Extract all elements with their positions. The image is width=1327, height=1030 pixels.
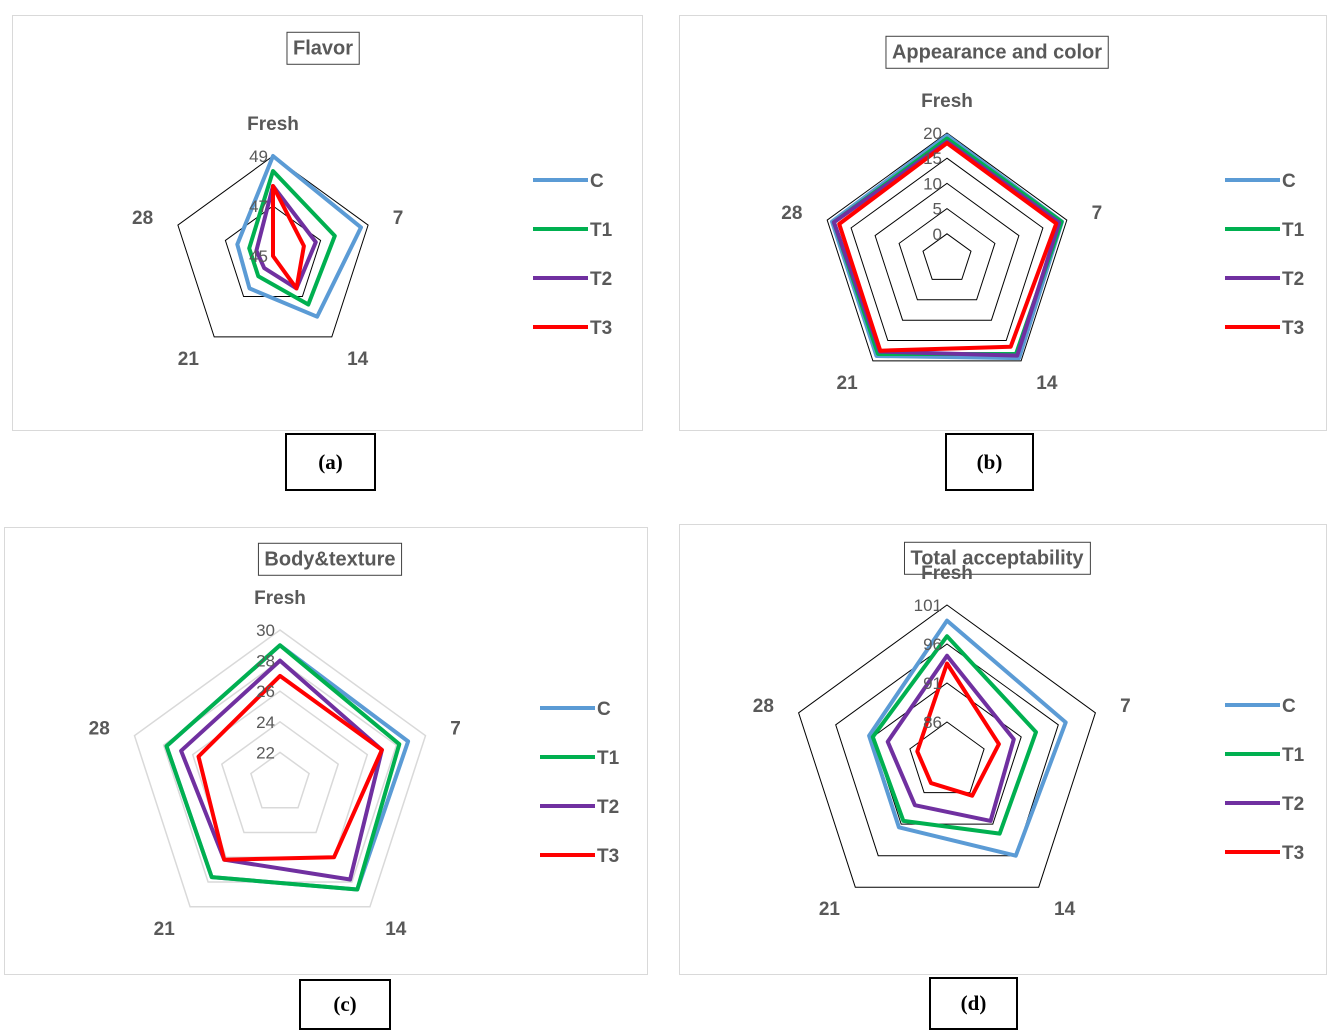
tick-label-24: 24 — [256, 713, 275, 732]
legend-label-t2: T2 — [1282, 794, 1304, 815]
category-label-fresh: Fresh — [921, 563, 973, 584]
series-line-c — [867, 618, 1068, 858]
chart-panel-total-acceptability: Total acceptability 86 91 96 101 Fresh 7 14 21 28… — [679, 524, 1327, 975]
series-line-t3 — [837, 141, 1059, 353]
chart-title: Flavor — [293, 37, 353, 59]
chart-title: Body&texture — [264, 548, 395, 570]
category-label-7: 7 — [1092, 203, 1103, 224]
radar-chart-total-acceptability: Total acceptability 86 91 96 101 Fresh 7 14 21 28… — [753, 541, 1305, 920]
series-line-t2 — [831, 139, 1062, 358]
caption-c: (c) — [299, 979, 391, 1030]
category-label-28: 28 — [132, 208, 153, 229]
tick-label-5: 5 — [933, 200, 942, 219]
tick-label-30: 30 — [256, 621, 275, 640]
caption-b: (b) — [945, 433, 1034, 491]
tick-label-15: 15 — [923, 149, 942, 168]
category-label-7: 7 — [450, 719, 461, 740]
category-label-14: 14 — [1036, 373, 1058, 394]
series-line-t2 — [254, 184, 318, 291]
chart-title-box — [885, 35, 1109, 69]
grid-ring-0 — [922, 233, 972, 280]
grid-ring-30 — [133, 629, 427, 908]
legend-label-t3: T3 — [597, 846, 619, 867]
tick-label-22: 22 — [256, 743, 275, 762]
chart-title-box — [286, 31, 360, 65]
grid-ring-96 — [835, 643, 1059, 857]
legend-label-c: C — [597, 699, 611, 720]
legend-label-t2: T2 — [590, 269, 612, 290]
legend-label-t2: T2 — [597, 797, 619, 818]
series-line-c — [235, 154, 363, 319]
legend-label-t3: T3 — [590, 318, 612, 339]
tick-label-96: 96 — [923, 635, 942, 654]
chart-panel-flavor: Flavor 45 47 49 Fresh 7 14 21 28 C T1 T2 T3 — [12, 15, 643, 431]
chart-panel-body-texture: Body&texture 22 24 26 28 30 Fresh 7 14 21 28 C T1 T2 T… — [4, 527, 648, 975]
tick-label-20: 20 — [923, 124, 942, 143]
tick-label-0: 0 — [933, 225, 942, 244]
grid-ring-24 — [220, 720, 340, 834]
grid-ring-22 — [250, 751, 310, 809]
category-label-28: 28 — [89, 719, 110, 740]
tick-label-47: 47 — [249, 197, 268, 216]
grid-ring-5 — [898, 207, 996, 301]
tick-label-86: 86 — [923, 713, 942, 732]
grid-ring-20 — [826, 132, 1068, 362]
legend-label-t3: T3 — [1282, 843, 1304, 864]
chart-title: Total acceptability — [910, 547, 1084, 569]
grid-ring-101 — [798, 604, 1096, 888]
legend-label-t3: T3 — [1282, 318, 1304, 339]
grid-ring-15 — [850, 157, 1044, 341]
category-label-28: 28 — [781, 203, 802, 224]
radar-chart-appearance-and-color: Appearance and color 0 5 10 15 20 Fresh 7 14 21 28… — [781, 35, 1305, 394]
legend-label-t1: T1 — [597, 748, 620, 769]
series-line-t1 — [870, 634, 1038, 836]
tick-label-91: 91 — [923, 674, 942, 693]
series-line-t3 — [196, 673, 384, 862]
chart-title-box — [903, 541, 1091, 575]
chart-panel-appearance: Appearance and color 0 5 10 15 20 Fresh 7 14 21 28… — [679, 15, 1327, 431]
chart-title-box — [257, 542, 403, 576]
legend-label-c: C — [1282, 696, 1296, 717]
tick-label-45: 45 — [249, 247, 268, 266]
series-line-t2 — [885, 653, 1016, 823]
grid-ring-86 — [909, 721, 985, 794]
tick-label-26: 26 — [256, 682, 275, 701]
legend-label-t1: T1 — [1282, 220, 1305, 241]
category-label-7: 7 — [1120, 696, 1131, 717]
series-line-t3 — [271, 184, 306, 291]
category-label-21: 21 — [837, 373, 859, 394]
series-line-t1 — [164, 643, 402, 892]
category-label-14: 14 — [347, 349, 369, 370]
tick-label-10: 10 — [923, 174, 942, 193]
category-label-fresh: Fresh — [921, 91, 973, 112]
legend-label-c: C — [1282, 171, 1296, 192]
category-label-14: 14 — [385, 919, 407, 940]
caption-a: (a) — [285, 433, 376, 491]
category-label-21: 21 — [178, 349, 200, 370]
legend-label-t1: T1 — [1282, 745, 1305, 766]
grid-ring-10 — [874, 182, 1020, 321]
tick-label-49: 49 — [249, 147, 268, 166]
category-label-21: 21 — [819, 899, 841, 920]
category-label-fresh: Fresh — [247, 114, 299, 135]
legend-label-t2: T2 — [1282, 269, 1304, 290]
grid-ring-91 — [872, 682, 1022, 825]
category-label-7: 7 — [393, 208, 404, 229]
grid-ring-49 — [177, 155, 369, 338]
chart-title: Appearance and color — [892, 41, 1102, 63]
tick-label-28: 28 — [256, 652, 275, 671]
caption-d: (d) — [929, 977, 1018, 1030]
radar-chart-body-texture: Body&texture 22 24 26 28 30 Fresh 7 14 21 28 C T1 T2 T… — [89, 542, 620, 940]
series-line-t3 — [915, 661, 1001, 798]
category-label-28: 28 — [753, 696, 774, 717]
tick-label-101: 101 — [914, 596, 942, 615]
legend-label-c: C — [590, 171, 604, 192]
category-label-14: 14 — [1054, 899, 1076, 920]
category-label-fresh: Fresh — [254, 588, 306, 609]
legend-label-t1: T1 — [590, 220, 613, 241]
series-line-t1 — [247, 169, 337, 307]
series-line-t2 — [179, 658, 384, 882]
radar-chart-flavor: Flavor 45 47 49 Fresh 7 14 21 28 C T1 T2 T3 — [132, 31, 613, 370]
category-label-21: 21 — [154, 919, 176, 940]
